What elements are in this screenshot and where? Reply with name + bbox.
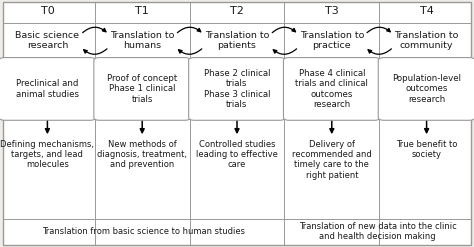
Text: New methods of
diagnosis, treatment,
and prevention: New methods of diagnosis, treatment, and… — [97, 140, 187, 169]
Text: True benefit to
society: True benefit to society — [396, 140, 457, 159]
Text: Population-level
outcomes
research: Population-level outcomes research — [392, 74, 461, 104]
FancyBboxPatch shape — [94, 58, 191, 120]
Text: T3: T3 — [325, 6, 339, 16]
Text: Proof of concept
Phase 1 clinical
trials: Proof of concept Phase 1 clinical trials — [107, 74, 177, 104]
Text: Defining mechanisms,
targets, and lead
molecules: Defining mechanisms, targets, and lead m… — [0, 140, 94, 169]
Text: Preclinical and
animal studies: Preclinical and animal studies — [16, 79, 79, 99]
FancyBboxPatch shape — [283, 58, 380, 120]
Text: T4: T4 — [419, 6, 434, 16]
Text: Delivery of
recommended and
timely care to the
right patient: Delivery of recommended and timely care … — [292, 140, 372, 180]
FancyBboxPatch shape — [0, 58, 96, 120]
FancyBboxPatch shape — [3, 2, 471, 245]
FancyBboxPatch shape — [378, 58, 474, 120]
Text: Translation to
patients: Translation to patients — [205, 31, 269, 50]
Text: Controlled studies
leading to effective
care: Controlled studies leading to effective … — [196, 140, 278, 169]
Text: T0: T0 — [40, 6, 55, 16]
FancyBboxPatch shape — [189, 58, 285, 120]
Text: Translation of new data into the clinic
and health decision making: Translation of new data into the clinic … — [299, 222, 456, 241]
Text: T2: T2 — [230, 6, 244, 16]
Text: Translation to
practice: Translation to practice — [300, 31, 364, 50]
Text: Translation from basic science to human studies: Translation from basic science to human … — [42, 227, 246, 236]
Text: Translation to
community: Translation to community — [394, 31, 459, 50]
Text: T1: T1 — [135, 6, 149, 16]
Text: Phase 4 clinical
trials and clinical
outcomes
research: Phase 4 clinical trials and clinical out… — [295, 69, 368, 109]
Text: Basic science
research: Basic science research — [15, 31, 80, 50]
Text: Phase 2 clinical
trials
Phase 3 clinical
trials: Phase 2 clinical trials Phase 3 clinical… — [204, 69, 270, 109]
Text: Translation to
humans: Translation to humans — [110, 31, 174, 50]
